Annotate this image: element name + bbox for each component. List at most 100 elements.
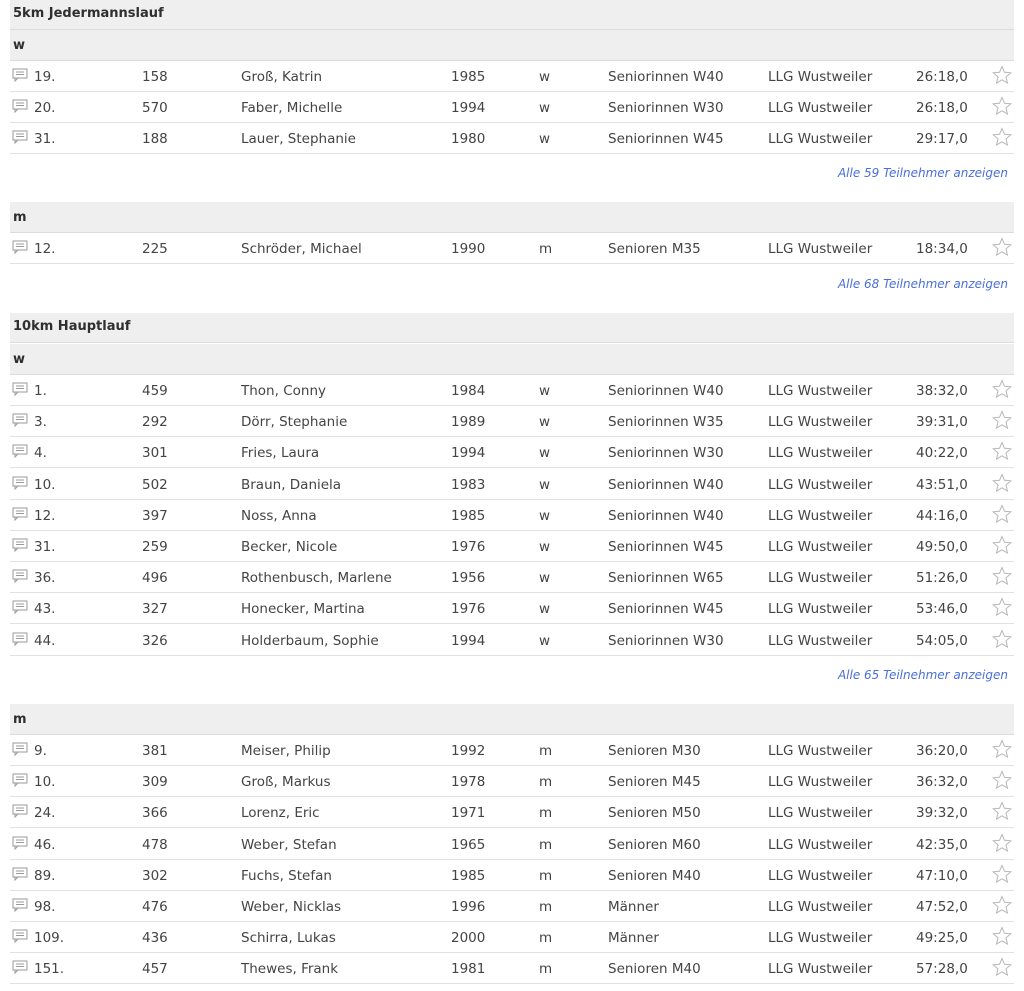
star-icon[interactable] [991,770,1013,790]
finish-time-cell: 38:32,0 [916,383,968,399]
finish-time-cell: 39:32,0 [916,805,968,822]
gender-group-header: m [10,202,1014,233]
finish-time-cell: 26:18,0 [916,69,968,85]
star-icon[interactable] [991,504,1013,524]
club-cell: LLG Wustweiler [768,476,873,493]
rank-cell: 43. [34,601,56,618]
age-class-cell: Senioren M35 [608,241,701,257]
rank-cell: 9. [34,743,47,759]
finish-time-cell: 44:16,0 [916,507,968,524]
club-cell: LLG Wustweiler [768,774,873,791]
star-icon[interactable] [991,127,1013,147]
finish-time-cell: 40:22,0 [916,445,968,462]
club-cell: LLG Wustweiler [768,570,873,587]
star-icon[interactable] [991,96,1013,116]
star-icon[interactable] [991,379,1013,399]
star-icon[interactable] [991,739,1013,759]
sex-cell: w [539,445,551,462]
rank-cell: 20. [34,100,56,117]
club-cell: LLG Wustweiler [768,961,873,978]
show-all-participants-link[interactable]: Alle 65 Teilnehmer anzeigen [837,668,1008,682]
club-cell: LLG Wustweiler [768,743,873,759]
runner-name-cell: Thon, Conny [241,383,326,399]
age-class-cell: Seniorinnen W40 [608,69,724,85]
star-icon[interactable] [991,926,1013,946]
comment-icon[interactable] [12,382,28,397]
birth-year-cell: 1981 [451,961,486,978]
result-row: 10. 502 Braun, Daniela 1983 w Seniorinnen W40… [10,469,1014,500]
comment-icon[interactable] [12,632,28,646]
runner-name-cell: Meiser, Philip [241,743,331,759]
star-icon[interactable] [991,65,1013,85]
birth-year-cell: 1976 [451,601,486,618]
star-icon[interactable] [991,628,1013,649]
sex-cell: m [539,899,553,915]
runner-name-cell: Schröder, Michael [241,241,362,257]
star-icon[interactable] [991,957,1013,977]
rank-cell: 44. [34,632,56,649]
comment-icon[interactable] [12,476,28,490]
star-icon[interactable] [991,597,1013,617]
comment-icon[interactable] [12,569,28,584]
result-row: 12. 397 Noss, Anna 1985 w Seniorinnen W40 LLG … [10,500,1014,531]
comment-icon[interactable] [12,742,28,757]
birth-year-cell: 1985 [451,507,486,524]
age-class-cell: Seniorinnen W30 [608,100,724,117]
star-icon[interactable] [991,895,1013,915]
finish-time-cell: 51:26,0 [916,570,968,587]
comment-icon[interactable] [12,444,28,459]
comment-icon[interactable] [12,99,28,114]
runner-name-cell: Fries, Laura [241,445,320,462]
runner-name-cell: Becker, Nicole [241,539,338,555]
show-all-participants-link[interactable]: Alle 68 Teilnehmer anzeigen [837,277,1008,291]
star-icon[interactable] [991,832,1013,853]
comment-icon[interactable] [12,929,28,944]
sex-cell: m [539,836,553,853]
rank-cell: 31. [34,539,56,555]
runner-name-cell: Braun, Daniela [241,476,342,493]
comment-icon[interactable] [12,600,28,615]
comment-icon[interactable] [12,538,28,553]
finish-time-cell: 47:10,0 [916,867,968,884]
show-all-participants-link[interactable]: Alle 59 Teilnehmer anzeigen [837,166,1008,180]
star-icon[interactable] [991,472,1013,493]
comment-icon[interactable] [12,773,28,788]
birth-year-cell: 1956 [451,570,486,587]
bib-number-cell: 502 [142,476,168,493]
runner-name-cell: Fuchs, Stefan [241,867,332,884]
star-icon[interactable] [991,410,1013,430]
comment-icon[interactable] [12,898,28,913]
age-class-cell: Senioren M40 [608,867,701,884]
age-class-cell: Männer [608,930,659,947]
comment-icon[interactable] [12,804,28,819]
sex-cell: m [539,930,553,947]
star-icon[interactable] [991,441,1013,461]
club-cell: LLG Wustweiler [768,899,873,915]
runner-name-cell: Weber, Nicklas [241,899,342,915]
sex-cell: w [539,100,551,117]
sex-cell: m [539,961,553,978]
rank-cell: 12. [34,241,56,257]
age-class-cell: Senioren M45 [608,774,701,791]
comment-icon[interactable] [12,130,28,145]
star-icon[interactable] [991,237,1013,257]
birth-year-cell: 1984 [451,383,486,399]
comment-icon[interactable] [12,836,28,850]
age-class-cell: Seniorinnen W45 [608,539,724,555]
birth-year-cell: 1994 [451,445,486,462]
comment-icon[interactable] [12,960,28,975]
star-icon[interactable] [991,864,1013,884]
comment-icon[interactable] [12,507,28,522]
star-icon[interactable] [991,801,1013,821]
gender-group-header: w [10,344,1014,375]
age-class-cell: Senioren M50 [608,805,701,822]
sex-cell: w [539,601,551,618]
comment-icon[interactable] [12,413,28,428]
star-icon[interactable] [991,535,1013,555]
result-row: 31. 188 Lauer, Stephanie 1980 w Seniorinnen W… [10,123,1014,155]
star-icon[interactable] [991,566,1013,586]
comment-icon[interactable] [12,240,28,255]
runner-name-cell: Noss, Anna [241,507,317,524]
comment-icon[interactable] [12,68,28,83]
comment-icon[interactable] [12,867,28,882]
